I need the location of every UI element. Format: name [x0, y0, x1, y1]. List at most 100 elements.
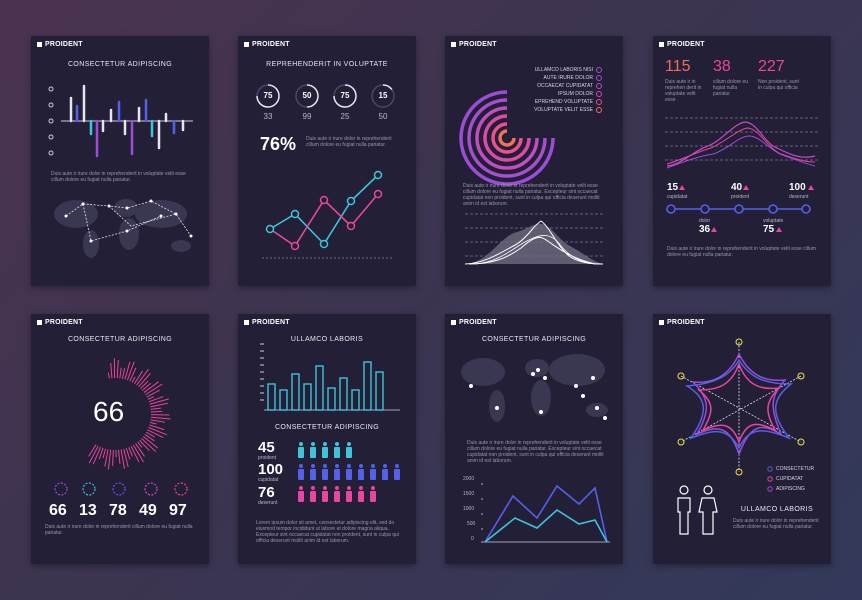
- gauge-tick: [130, 445, 140, 463]
- person-icon: [334, 464, 340, 480]
- person-icon: [322, 486, 328, 502]
- gauge-tick: [147, 396, 155, 400]
- y-tick: 0: [471, 536, 474, 542]
- people-stat-value: 45: [258, 439, 275, 456]
- gauge-tick: [112, 449, 114, 466]
- brand: PROIDENT: [244, 319, 290, 326]
- person-icon: [346, 486, 352, 502]
- ring-value: 49: [139, 502, 157, 519]
- gauge-tick: [131, 376, 136, 383]
- legend-label: CUPIDATAT: [776, 476, 804, 482]
- person-icon: [298, 486, 304, 502]
- gauge-tick: [107, 372, 110, 379]
- radial-bar-chart: [459, 90, 605, 265]
- card-world-map: PROIDENT CONSECTETUR ADIPISCING Duis aut…: [445, 314, 623, 564]
- gauge-tick: [120, 449, 125, 469]
- person-icon: [322, 442, 328, 458]
- brand: PROIDENT: [451, 41, 497, 48]
- brand-square-icon: [37, 42, 42, 47]
- gauge-tick: [88, 445, 99, 464]
- gauge-tick: [132, 444, 144, 463]
- brand-square-icon: [244, 42, 249, 47]
- legend-item: OCCAECAT CUPIDATAT: [525, 82, 602, 90]
- brand-square-icon: [659, 320, 664, 325]
- body-text: Duis aute ir irure dolor in reprehenderi…: [306, 136, 392, 148]
- circle-value: 15: [378, 91, 388, 100]
- person-icon: [310, 486, 316, 502]
- y-tick: 1500: [463, 491, 475, 497]
- legend-item: EPREHEND VOLUPTATE: [525, 98, 602, 106]
- person-icon: [310, 442, 316, 458]
- gauge-tick: [141, 382, 152, 391]
- legend-item: ULLAMCO LABORIS NISI: [525, 66, 602, 74]
- legend-dot-icon: [596, 107, 602, 113]
- gauge-tick: [88, 444, 97, 457]
- circle-sub-value: 25: [340, 112, 350, 121]
- gauge-tick: [107, 449, 112, 470]
- gauge-tick: [102, 448, 107, 459]
- body-text: Duis aute ir irure dolor in reprehenderi…: [467, 440, 604, 464]
- gauge-tick: [144, 433, 155, 442]
- gauge-center-value: 66: [93, 396, 125, 427]
- circle-value: 75: [263, 91, 273, 100]
- gauge-tick: [136, 369, 149, 386]
- gauge-tick: [141, 438, 157, 453]
- people-stat-label: deserunt: [258, 500, 278, 506]
- gauge-tick: [138, 372, 151, 388]
- timeline-value: 75: [763, 224, 775, 235]
- waveform-chart: [48, 84, 193, 258]
- person-icon: [310, 464, 316, 480]
- brand-square-icon: [244, 320, 249, 325]
- gauge-tick: [92, 446, 102, 465]
- brand-square-icon: [451, 42, 456, 47]
- gauge-tick: [129, 367, 137, 382]
- section-title: ULLAMCO LABORIS: [740, 506, 814, 513]
- section-title: CONSECTETUR ADIPISCING: [274, 424, 380, 431]
- circle-sub-value: 50: [378, 112, 388, 121]
- gauge-tick: [125, 448, 131, 460]
- brand-square-icon: [659, 42, 664, 47]
- legend-dot-icon: [596, 99, 602, 105]
- gauge-tick: [150, 407, 161, 410]
- gauge-tick: [149, 421, 157, 425]
- gauge-tick: [124, 361, 131, 380]
- progress-circles: [256, 84, 395, 259]
- timeline-label: deserunt: [789, 194, 809, 200]
- ring-value: 66: [49, 502, 67, 519]
- timeline-label: dolor: [699, 218, 711, 224]
- person-icon: [298, 442, 304, 458]
- y-tick: 2000: [463, 476, 475, 482]
- circle-sub-value: 99: [302, 112, 312, 121]
- gauge-tick: [128, 447, 133, 457]
- person-icon: [334, 442, 340, 458]
- gauge-tick: [150, 410, 163, 413]
- stat-text: Non proident, sunt in culpa qui officia: [758, 79, 799, 91]
- gauge-tick: [134, 370, 144, 384]
- card-title: CONSECTETUR ADIPISCING: [481, 336, 587, 343]
- gauge-tick: [149, 424, 165, 431]
- gauge-tick: [119, 367, 122, 379]
- gauge-tick: [123, 448, 129, 468]
- gauge-tick: [143, 381, 159, 393]
- stat-text: Duis aute ir in reprehen derit in volupt…: [665, 79, 702, 103]
- circle-value: 75: [340, 91, 350, 100]
- body-text: Duis aute ir irure dolor in reprehenderi…: [45, 524, 193, 536]
- legend-item: VOLUPTATE VELIT ESSE: [525, 106, 602, 114]
- gauge-tick: [148, 396, 164, 403]
- legend-label: ADIPISCING: [776, 486, 805, 492]
- ring-value: 78: [109, 502, 127, 519]
- bar-chart: [260, 343, 400, 502]
- gauge-tick: [147, 429, 164, 438]
- person-icon: [358, 486, 364, 502]
- stat-text: cillum dolore eu fugiat nulla pariatur: [713, 79, 749, 97]
- gauge-tick: [126, 361, 135, 381]
- gauge-tick: [98, 447, 104, 460]
- person-icon: [298, 464, 304, 480]
- percent-value: 76%: [260, 134, 297, 154]
- timeline-value: 40: [731, 182, 743, 193]
- card-stats-timeline: PROIDENT 115 38 227 Duis aute ir in repr…: [653, 36, 831, 286]
- people-stat-value: 100: [258, 461, 284, 478]
- gauge-tick: [150, 402, 168, 408]
- people-stat-value: 76: [258, 484, 275, 501]
- circle-sub-value: 33: [263, 112, 273, 121]
